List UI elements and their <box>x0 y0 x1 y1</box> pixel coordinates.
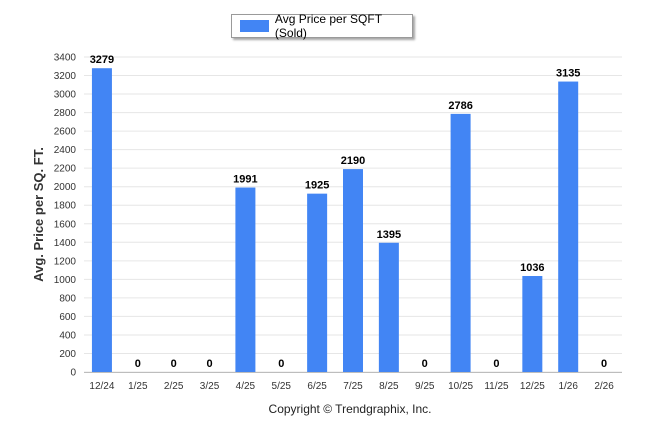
data-label: 3279 <box>90 54 114 66</box>
y-tick-label: 200 <box>59 349 76 360</box>
data-label: 2190 <box>341 155 365 167</box>
data-label: 0 <box>171 358 177 370</box>
legend: Avg Price per SQFT (Sold) <box>231 12 413 40</box>
data-label: 0 <box>135 358 141 370</box>
y-axis-title: Avg. Price per SQ. FT. <box>31 147 46 282</box>
data-label: 1991 <box>233 174 257 186</box>
data-label: 0 <box>206 358 212 370</box>
bar <box>307 193 328 372</box>
legend-swatch <box>240 20 269 32</box>
data-label: 0 <box>422 358 428 370</box>
x-tick-label: 12/25 <box>520 381 545 392</box>
x-tick-label: 3/25 <box>200 381 220 392</box>
y-tick-label: 1000 <box>54 275 77 286</box>
x-tick-label: 4/25 <box>236 381 256 392</box>
y-tick-label: 2000 <box>54 182 77 193</box>
bar <box>522 276 543 372</box>
bar <box>378 242 399 372</box>
bar <box>558 81 579 373</box>
data-label: 1925 <box>305 180 329 192</box>
x-tick-label: 1/26 <box>558 381 578 392</box>
x-tick-label: 2/26 <box>594 381 614 392</box>
x-tick-label: 11/25 <box>484 381 509 392</box>
data-label: 0 <box>601 358 607 370</box>
y-tick-label: 2800 <box>54 108 77 119</box>
x-tick-label: 5/25 <box>272 381 292 392</box>
x-tick-label: 10/25 <box>448 381 473 392</box>
bar <box>343 169 363 372</box>
y-tick-label: 3400 <box>54 53 77 64</box>
y-tick-label: 2600 <box>54 127 77 138</box>
y-tick-label: 0 <box>70 368 76 379</box>
y-tick-label: 2400 <box>54 145 77 156</box>
x-tick-label: 9/25 <box>415 381 435 392</box>
data-label: 2786 <box>448 100 472 112</box>
y-tick-label: 1600 <box>54 219 77 230</box>
y-tick-label: 2200 <box>54 164 77 175</box>
x-tick-label: 12/24 <box>89 381 114 392</box>
y-tick-label: 800 <box>59 293 76 304</box>
data-label: 3135 <box>556 68 580 80</box>
y-tick-label: 1200 <box>54 256 77 267</box>
x-tick-label: 8/25 <box>379 381 399 392</box>
x-tick-label: 6/25 <box>307 381 327 392</box>
y-tick-label: 1800 <box>54 201 77 212</box>
x-tick-label: 2/25 <box>164 381 184 392</box>
x-tick-label: 7/25 <box>343 381 363 392</box>
data-label: 1395 <box>377 229 401 241</box>
legend-label: Avg Price per SQFT (Sold) <box>274 12 382 40</box>
y-tick-label: 600 <box>59 312 76 323</box>
y-tick-label: 1400 <box>54 238 77 249</box>
data-label: 0 <box>493 358 499 370</box>
y-tick-label: 3200 <box>54 71 77 82</box>
data-label: 1036 <box>520 262 544 274</box>
copyright-text: Copyright © Trendgraphix, Inc. <box>268 402 432 416</box>
bar <box>91 68 112 372</box>
bar <box>235 187 256 372</box>
y-tick-label: 400 <box>59 330 76 341</box>
data-label: 0 <box>278 358 284 370</box>
y-tick-label: 3000 <box>54 90 77 101</box>
bar <box>450 113 471 373</box>
x-tick-label: 1/25 <box>128 381 148 392</box>
